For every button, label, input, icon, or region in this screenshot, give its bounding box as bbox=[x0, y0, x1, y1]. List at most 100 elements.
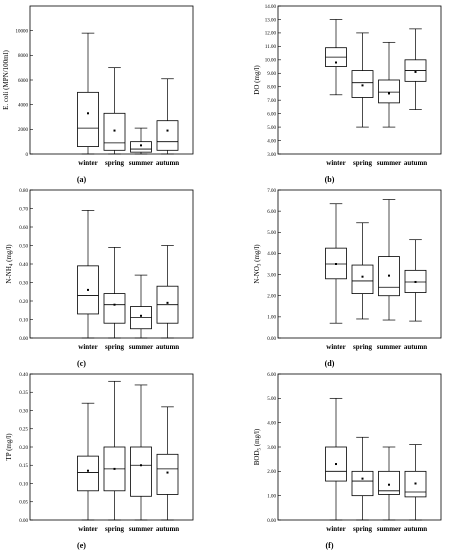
mean-marker bbox=[87, 112, 89, 115]
y-tick-label: 3.00 bbox=[267, 446, 276, 451]
category-label: spring bbox=[353, 343, 373, 351]
box-spring bbox=[103, 67, 126, 155]
y-tick-label: 14.00 bbox=[265, 5, 277, 10]
y-tick-label: 5.00 bbox=[267, 231, 276, 236]
y-axis-label: DO (mg/l) bbox=[253, 65, 261, 95]
category-label: summer bbox=[377, 525, 402, 533]
iqr-box bbox=[378, 79, 400, 104]
iqr-box bbox=[103, 293, 126, 324]
y-tick-label: 7.00 bbox=[267, 99, 276, 104]
mean-marker bbox=[361, 84, 364, 87]
box-summer bbox=[130, 384, 152, 521]
mean-marker bbox=[335, 61, 337, 64]
box-spring bbox=[103, 380, 126, 521]
y-tick-label: 0 bbox=[26, 153, 29, 158]
chart-panel-e: 0.00 0.05 0.10 0.15 0.20 0.25 0.30 0.35 0.40 TP (… bbox=[5, 373, 194, 550]
category-label: winter bbox=[326, 159, 345, 167]
category-label: winter bbox=[326, 525, 345, 533]
y-tick-label: 0.00 bbox=[267, 337, 276, 342]
y-tick-label: 0.70 bbox=[19, 207, 28, 212]
y-tick-label: 2000 bbox=[18, 128, 29, 133]
y-axis-label: N-NO3 (mg/l) bbox=[253, 244, 263, 284]
y-tick-label: 1.00 bbox=[267, 494, 276, 499]
mean-marker bbox=[113, 129, 116, 132]
box-autumn bbox=[404, 444, 427, 521]
box-autumn bbox=[156, 78, 179, 155]
y-tick-label: 0.30 bbox=[19, 409, 28, 414]
mean-marker bbox=[140, 464, 142, 467]
category-label: autumn bbox=[156, 159, 179, 167]
y-tick-label: 0.40 bbox=[19, 263, 28, 268]
mean-marker bbox=[388, 483, 390, 486]
chart-panel-c: 0.00 0.10 0.20 0.30 0.40 0.50 0.60 0.70 0.80 N-NH… bbox=[5, 189, 194, 368]
mean-marker bbox=[335, 263, 337, 265]
mean-marker bbox=[166, 471, 169, 474]
box-winter bbox=[325, 19, 347, 96]
box-spring bbox=[351, 222, 374, 320]
category-label: autumn bbox=[404, 159, 427, 167]
y-tick-label: 4.00 bbox=[267, 139, 276, 144]
iqr-box bbox=[77, 91, 99, 148]
y-tick-label: 7.00 bbox=[267, 189, 276, 194]
mean-marker bbox=[361, 275, 364, 278]
mean-marker bbox=[414, 280, 417, 283]
y-tick-label: 13.00 bbox=[265, 18, 277, 23]
mean-marker bbox=[414, 70, 417, 73]
category-label: spring bbox=[105, 159, 125, 167]
y-tick-label: 3.00 bbox=[267, 153, 276, 158]
y-tick-label: 2.00 bbox=[267, 295, 276, 300]
mean-marker bbox=[87, 288, 89, 291]
box-autumn bbox=[404, 28, 427, 110]
y-tick-label: 3.00 bbox=[267, 273, 276, 278]
mean-marker bbox=[335, 463, 337, 466]
category-label: spring bbox=[105, 525, 125, 533]
y-tick-label: 0.25 bbox=[19, 428, 28, 433]
box-spring bbox=[351, 436, 374, 521]
category-label: summer bbox=[129, 159, 154, 167]
y-tick-label: 5.00 bbox=[267, 397, 276, 402]
y-axis-label: N-NH4 (mg/l) bbox=[5, 244, 15, 284]
mean-marker bbox=[140, 144, 142, 147]
box-winter bbox=[325, 203, 347, 324]
y-tick-label: 4.00 bbox=[267, 252, 276, 257]
category-label: summer bbox=[377, 159, 402, 167]
y-tick-label: 6.00 bbox=[267, 373, 276, 378]
y-tick-label: 6.00 bbox=[267, 210, 276, 215]
y-tick-label: 5.00 bbox=[267, 126, 276, 131]
mean-marker bbox=[388, 274, 390, 277]
category-label: summer bbox=[129, 343, 154, 351]
iqr-box bbox=[351, 470, 374, 497]
box-winter bbox=[325, 397, 347, 521]
y-tick-label: 8000 bbox=[18, 54, 29, 59]
y-tick-label: 4.00 bbox=[267, 421, 276, 426]
y-axis-label: BOD5 (mg/l) bbox=[253, 428, 263, 465]
mean-marker bbox=[361, 477, 364, 480]
chart-panel-d: 0.00 1.00 2.00 3.00 4.00 5.00 6.00 7.00 N-NO3 (m… bbox=[253, 189, 442, 368]
chart-panel-b: 3.00 4.00 5.00 6.00 7.00 8.00 9.00 10.00 11.00 12… bbox=[253, 5, 442, 184]
box-winter bbox=[77, 210, 99, 339]
y-tick-label: 0.05 bbox=[19, 501, 28, 506]
iqr-box bbox=[77, 455, 99, 492]
panel-label: (b) bbox=[325, 175, 335, 184]
chart-panel-a: 0 2000 4000 6000 8000 10000 E. coli (MPN/100ml… bbox=[2, 5, 194, 184]
box-summer bbox=[378, 199, 400, 321]
y-axis-label: TP (mg/l) bbox=[5, 433, 13, 461]
category-label: spring bbox=[353, 525, 373, 533]
y-tick-label: 6.00 bbox=[267, 112, 276, 117]
box-autumn bbox=[156, 245, 179, 339]
mean-marker bbox=[414, 482, 417, 485]
category-label: winter bbox=[78, 343, 97, 351]
category-label: summer bbox=[377, 343, 402, 351]
panel-label: (d) bbox=[325, 359, 335, 368]
box-autumn bbox=[404, 239, 427, 322]
y-tick-label: 0.00 bbox=[267, 519, 276, 524]
y-tick-label: 0.60 bbox=[19, 226, 28, 231]
y-tick-label: 0.00 bbox=[19, 519, 28, 524]
y-tick-label: 11.00 bbox=[265, 45, 277, 50]
iqr-box bbox=[156, 453, 179, 495]
category-label: autumn bbox=[156, 525, 179, 533]
box-spring bbox=[351, 32, 374, 128]
mean-marker bbox=[113, 467, 116, 470]
panel-label: (f) bbox=[326, 541, 334, 550]
